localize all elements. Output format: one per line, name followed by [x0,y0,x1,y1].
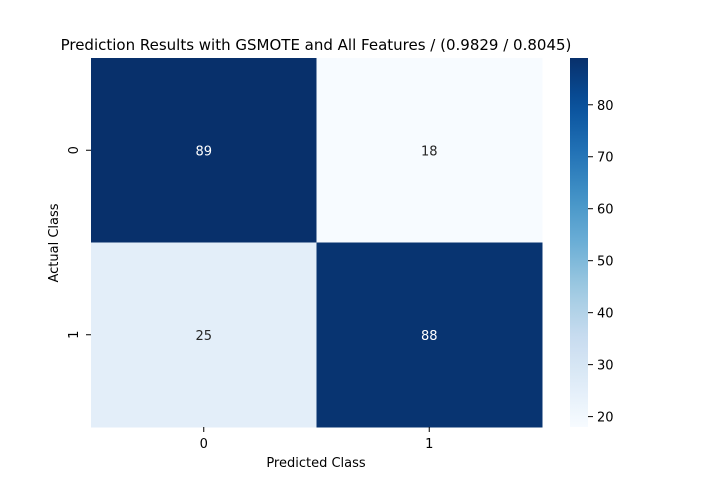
cell-annotation: 18 [421,144,438,159]
y-tick-label: 0 [67,146,82,154]
colorbar-gradient [570,58,588,427]
cell-annotation: 25 [195,329,212,344]
colorbar-tick-label: 20 [597,411,614,426]
x-tick-label: 1 [425,437,433,452]
y-axis-label: Actual Class [47,203,62,282]
colorbar-tick-label: 50 [597,255,614,270]
heatmap-cell [91,242,317,428]
heatmap-cell [316,242,543,428]
colorbar-tick-label: 70 [597,151,614,166]
heatmap-cells: 89 18 25 88 [91,58,543,428]
x-tick-label: 0 [200,437,208,452]
chart-title: Prediction Results with GSMOTE and All F… [61,36,572,54]
heatmap-cell [91,58,317,243]
colorbar-tick-label: 60 [597,203,614,218]
colorbar-tick-label: 30 [597,359,614,374]
cell-annotation: 88 [421,329,438,344]
cell-annotation: 89 [195,144,212,159]
x-axis-label: Predicted Class [266,456,366,471]
colorbar: 20 30 40 50 60 70 80 [570,58,614,427]
heatmap-cell [316,58,543,243]
y-tick-label: 1 [67,331,82,339]
y-axis: 01 [67,146,91,339]
colorbar-tick-label: 40 [597,307,614,322]
colorbar-tick-label: 80 [597,99,614,114]
